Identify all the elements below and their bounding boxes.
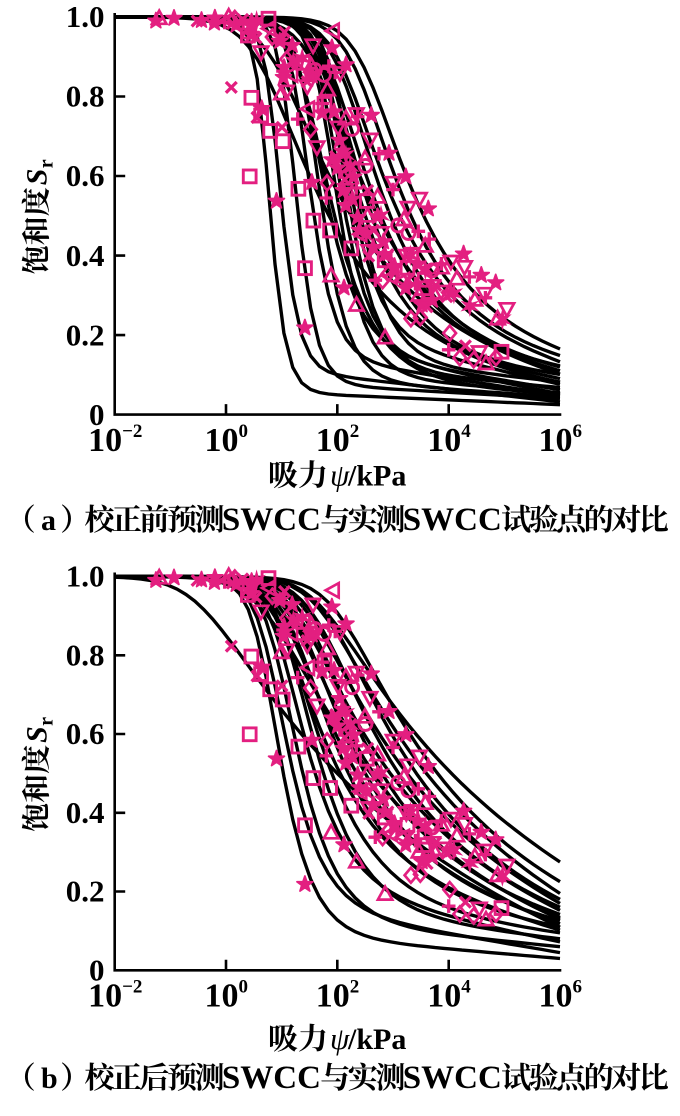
svg-text:0: 0 <box>239 421 249 442</box>
svg-text:r: r <box>36 717 58 726</box>
svg-text:0.8: 0.8 <box>66 638 105 673</box>
svg-text:SWCC: SWCC <box>222 502 321 538</box>
svg-text:4: 4 <box>461 421 471 442</box>
svg-text:−2: −2 <box>122 421 142 442</box>
svg-text:/kPa: /kPa <box>347 1023 406 1056</box>
svg-text:0: 0 <box>89 397 105 432</box>
svg-text:10: 10 <box>539 422 573 459</box>
svg-text:ψ: ψ <box>330 1021 350 1056</box>
svg-text:0.4: 0.4 <box>66 795 105 830</box>
svg-text:ψ: ψ <box>330 458 350 493</box>
svg-text:0.2: 0.2 <box>66 317 105 352</box>
svg-text:6: 6 <box>573 976 583 997</box>
svg-text:0: 0 <box>239 976 249 997</box>
svg-text:10: 10 <box>316 977 350 1014</box>
svg-text:0.6: 0.6 <box>66 158 105 193</box>
svg-text:10: 10 <box>88 977 122 1014</box>
svg-text:2: 2 <box>350 976 360 997</box>
svg-text:b: b <box>41 1062 58 1095</box>
svg-text:S: S <box>21 726 54 743</box>
svg-text:S: S <box>21 169 54 186</box>
svg-text:10: 10 <box>205 422 239 459</box>
svg-text:10: 10 <box>427 422 461 459</box>
svg-text:10: 10 <box>316 422 350 459</box>
svg-text:6: 6 <box>573 421 583 442</box>
svg-text:/kPa: /kPa <box>347 460 406 493</box>
svg-text:a: a <box>41 504 56 537</box>
svg-text:10: 10 <box>205 977 239 1014</box>
svg-text:0: 0 <box>89 953 105 988</box>
svg-text:4: 4 <box>461 976 471 997</box>
svg-text:0.6: 0.6 <box>66 716 105 751</box>
svg-text:10: 10 <box>427 977 461 1014</box>
svg-text:1.0: 1.0 <box>66 0 105 34</box>
svg-text:1.0: 1.0 <box>66 559 105 594</box>
svg-text:10: 10 <box>88 422 122 459</box>
svg-text:r: r <box>36 159 58 168</box>
svg-text:SWCC: SWCC <box>222 1060 321 1096</box>
svg-text:0.8: 0.8 <box>66 79 105 114</box>
svg-text:SWCC: SWCC <box>403 1060 502 1096</box>
svg-text:−2: −2 <box>122 976 142 997</box>
svg-text:SWCC: SWCC <box>403 502 502 538</box>
svg-text:0.2: 0.2 <box>66 874 105 909</box>
svg-text:2: 2 <box>350 421 360 442</box>
svg-text:10: 10 <box>539 977 573 1014</box>
svg-text:0.4: 0.4 <box>66 238 105 273</box>
